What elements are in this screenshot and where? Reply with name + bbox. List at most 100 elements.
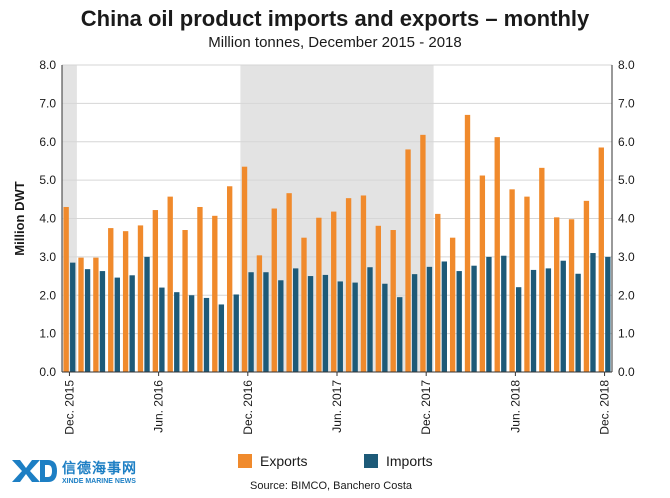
y-tick-left-1: 1.0 xyxy=(39,327,56,341)
bar-imports-15 xyxy=(293,268,299,372)
y-tick-left-7: 7.0 xyxy=(39,96,56,110)
logo: 信德海事网 XINDE MARINE NEWS xyxy=(10,456,160,492)
bar-imports-30 xyxy=(515,287,522,372)
bar-imports-14 xyxy=(278,280,284,372)
bar-exports-3 xyxy=(108,228,114,372)
bar-exports-34 xyxy=(568,219,575,372)
x-tick-label-4: Dec. 2017 xyxy=(419,380,433,435)
x-tick-label-2: Dec. 2016 xyxy=(241,380,255,435)
bar-exports-29 xyxy=(494,137,500,372)
legend-item-exports: Exports xyxy=(238,452,307,470)
bar-imports-9 xyxy=(203,297,210,372)
bar-exports-15 xyxy=(286,193,292,372)
source-note: Source: BIMCO, Banchero Costa xyxy=(250,480,413,492)
chart-subtitle: Million tonnes, December 2015 - 2018 xyxy=(208,34,462,51)
bar-imports-20 xyxy=(367,267,373,372)
bar-exports-6 xyxy=(152,210,159,372)
bar-exports-5 xyxy=(137,225,144,372)
bar-imports-3 xyxy=(114,277,120,372)
y-tick-left-0: 0.0 xyxy=(39,365,56,379)
bar-imports-2 xyxy=(99,271,106,372)
bar-exports-17 xyxy=(316,217,322,372)
bar-imports-8 xyxy=(188,295,195,372)
x-tick-label-3: Jun. 2017 xyxy=(330,380,344,433)
bar-exports-10 xyxy=(212,215,218,372)
xd-logo-icon xyxy=(12,460,57,482)
bar-imports-5 xyxy=(144,256,150,372)
y-tick-right-5: 5.0 xyxy=(618,173,635,187)
y-axis-label: Million DWT xyxy=(12,181,27,255)
bar-imports-22 xyxy=(397,297,403,372)
bar-imports-33 xyxy=(560,260,566,372)
bar-exports-23 xyxy=(405,149,411,372)
bar-imports-16 xyxy=(307,276,314,372)
bar-imports-0 xyxy=(70,262,76,372)
y-tick-right-3: 3.0 xyxy=(618,250,635,264)
bar-exports-11 xyxy=(226,186,233,372)
legend-item-imports: Imports xyxy=(364,452,433,470)
bar-imports-29 xyxy=(501,255,507,372)
bar-exports-7 xyxy=(167,196,173,372)
y-tick-left-2: 2.0 xyxy=(39,288,56,302)
bar-imports-4 xyxy=(129,275,135,372)
y-tick-right-4: 4.0 xyxy=(618,212,635,226)
bar-exports-1 xyxy=(78,257,84,372)
bar-imports-7 xyxy=(174,292,180,372)
legend-swatch-exports xyxy=(238,454,252,468)
x-tick-label-6: Dec. 2018 xyxy=(598,380,612,435)
y-tick-left-8: 8.0 xyxy=(39,58,56,72)
bar-imports-24 xyxy=(426,266,433,372)
bar-imports-36 xyxy=(605,256,611,372)
bar-exports-4 xyxy=(122,231,129,372)
y-tick-right-6: 6.0 xyxy=(618,135,635,149)
bar-exports-18 xyxy=(331,211,337,372)
bar-imports-28 xyxy=(486,256,492,372)
bar-imports-34 xyxy=(575,273,581,372)
legend-label-exports: Exports xyxy=(260,453,308,469)
bar-exports-8 xyxy=(182,230,188,372)
x-tick-label-5: Jun. 2018 xyxy=(508,380,522,433)
bar-imports-12 xyxy=(248,272,254,372)
bar-imports-32 xyxy=(545,268,552,372)
bar-exports-28 xyxy=(479,175,486,372)
chart-svg: 0.0 0.0 1.0 1.0 2.0 2.0 3.0 3.0 4.0 4.0 5.0 5.0 6.0 6… xyxy=(12,58,635,435)
y-tick-left-6: 6.0 xyxy=(39,135,56,149)
bar-exports-13 xyxy=(256,255,263,372)
bar-exports-33 xyxy=(554,217,560,372)
bar-exports-19 xyxy=(345,198,352,372)
bar-imports-25 xyxy=(441,261,448,372)
bar-imports-11 xyxy=(233,294,239,372)
chart-title: China oil product imports and exports – … xyxy=(80,6,590,31)
bar-imports-1 xyxy=(84,269,91,372)
bar-imports-19 xyxy=(352,282,358,372)
y-tick-right-0: 0.0 xyxy=(618,365,635,379)
legend-swatch-imports xyxy=(364,454,378,468)
bar-exports-20 xyxy=(360,195,367,372)
y-tick-right-8: 8.0 xyxy=(618,58,635,72)
y-tick-left-3: 3.0 xyxy=(39,250,56,264)
bar-exports-26 xyxy=(449,237,456,372)
bar-imports-27 xyxy=(471,265,477,372)
bar-imports-35 xyxy=(590,253,596,372)
bar-imports-6 xyxy=(159,287,165,372)
bar-imports-23 xyxy=(411,274,418,372)
bar-exports-24 xyxy=(420,134,426,372)
bar-exports-16 xyxy=(301,237,307,372)
legend-label-imports: Imports xyxy=(386,453,433,469)
bar-imports-10 xyxy=(218,304,225,372)
bar-imports-13 xyxy=(263,272,269,372)
bar-exports-35 xyxy=(583,200,590,372)
bar-exports-36 xyxy=(598,147,604,372)
y-tick-left-4: 4.0 xyxy=(39,212,56,226)
bar-exports-0 xyxy=(63,206,69,372)
bar-exports-30 xyxy=(509,189,515,372)
bar-exports-25 xyxy=(435,213,441,372)
bar-exports-21 xyxy=(375,225,381,372)
y-tick-left-5: 5.0 xyxy=(39,173,56,187)
bar-exports-31 xyxy=(524,196,530,372)
bar-exports-2 xyxy=(93,257,99,372)
bar-imports-17 xyxy=(322,274,329,372)
bar-exports-22 xyxy=(390,230,396,372)
x-tick-label-1: Jun. 2016 xyxy=(152,380,166,433)
x-tick-label-0: Dec. 2015 xyxy=(62,380,76,435)
